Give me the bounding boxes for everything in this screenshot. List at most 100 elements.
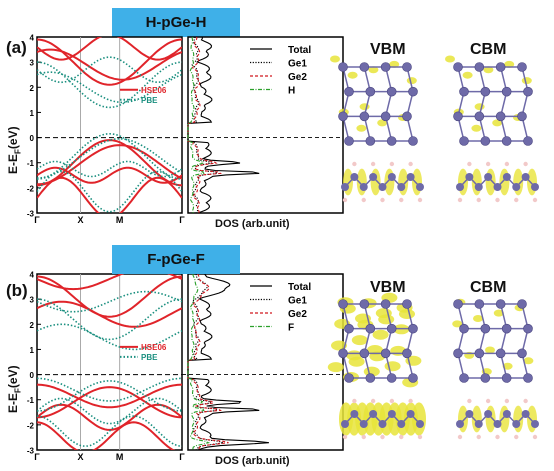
panel-b-vbm-side-view-atom bbox=[369, 410, 378, 418]
panel-b-vbm-label: VBM bbox=[370, 279, 406, 296]
panel-a-cbm-label: CBM bbox=[470, 41, 507, 58]
panel-b-vbm-side-view-atom bbox=[378, 420, 387, 428]
panel-a-vbm-top-view-atom bbox=[338, 62, 348, 72]
panel-a-vbm-top-view-isosurface bbox=[356, 124, 367, 132]
panel-b-cbm-top-view-isosurface bbox=[502, 362, 513, 370]
panel-b-vbm-side-view-atom bbox=[359, 420, 368, 428]
panel-a-dos-legend-label: Ge1 bbox=[288, 59, 307, 70]
panel-b-vbm-side-view-atom bbox=[350, 410, 359, 418]
panel-b-vbm-side-view-terminal-atom bbox=[342, 434, 348, 440]
panel-a-vbm-side-view-terminal-atom bbox=[389, 161, 395, 167]
panel-a-ytick-label: -3 bbox=[27, 210, 35, 219]
panel-a-cbm-top-view-isosurface bbox=[521, 77, 532, 85]
panel-b-ytick-label: -2 bbox=[27, 421, 35, 430]
panel-a-vbm-side-view-terminal-atom bbox=[342, 197, 348, 203]
panel-a-cbm-side-view-terminal-atom bbox=[532, 197, 538, 203]
panel-b-cbm-top-view-atom bbox=[495, 299, 506, 309]
panel-a-cbm-side-view-terminal-atom bbox=[495, 197, 500, 203]
panel-a-hse-band bbox=[37, 139, 182, 187]
panel-b-vbm-top-view-atom bbox=[386, 323, 397, 334]
panel-a-vbm-top-view-isosurface bbox=[377, 119, 388, 127]
panel-a-vbm-top-view-atom bbox=[338, 111, 348, 122]
panel-a-title: H-pGe-H bbox=[112, 8, 240, 37]
panel-b-hse-band bbox=[37, 386, 182, 419]
panel-a-band-legend-label: HSE06 bbox=[141, 86, 167, 95]
panel-a-vbm-side-view-atom bbox=[359, 183, 368, 191]
panel-b-ylabel: E-EF(eV) bbox=[6, 365, 23, 413]
panel-b-cbm-side-view-terminal-atom bbox=[457, 434, 463, 440]
panel-a-kpoint-label: X bbox=[77, 215, 83, 225]
panel-a-cbm-side-view-atom bbox=[502, 173, 511, 181]
panel-a-vbm-side-view-terminal-atom bbox=[352, 161, 357, 167]
panel-a-cbm-top-view-atom bbox=[517, 62, 527, 72]
panel-b-cbm-top-view bbox=[452, 298, 534, 383]
panel-b-vbm-side-view-terminal-atom bbox=[389, 398, 395, 404]
panel-b-cbm-side-view-terminal-atom bbox=[467, 398, 472, 404]
panel-b-hse-band bbox=[37, 275, 182, 318]
panel-a-dos-curve bbox=[187, 36, 222, 213]
panel-b-vbm-side-view-terminal-atom bbox=[399, 434, 404, 440]
panel-a-ytick-label: -1 bbox=[27, 159, 35, 168]
panel-a-vbm-side-view-atom bbox=[341, 183, 349, 191]
panel-a-vbm-side-view-terminal-atom bbox=[399, 197, 404, 203]
panel-b-cbm-top-view-atom bbox=[495, 348, 506, 359]
panel-a-dos-frame bbox=[187, 36, 344, 214]
panel-b-cbm-top-view-isosurface bbox=[493, 309, 504, 317]
panel-b-cbm-top-view-atom bbox=[517, 348, 527, 359]
panel-a-dos-curve bbox=[187, 36, 260, 214]
panel-b-cbm-top-view-atom bbox=[474, 299, 485, 309]
panel-a-cbm-side-view-isosurface bbox=[499, 168, 510, 196]
panel-a-cbm-top-view-isosurface bbox=[445, 55, 455, 63]
panel-a-vbm-side-view-terminal-atom bbox=[417, 197, 423, 203]
panel-b-hse-band bbox=[37, 421, 176, 450]
panel-b-cbm-top-view-atom bbox=[501, 373, 512, 383]
panel-b-vbm-top-view-isosurface bbox=[372, 329, 389, 340]
panel-b-vbm-side-view-terminal-atom bbox=[408, 398, 413, 404]
panel-a-vbm-top-view-isosurface bbox=[389, 60, 400, 68]
panel-b-dos-legend-label: Total bbox=[288, 282, 311, 293]
panel-b-kpoint-label: Γ bbox=[34, 452, 40, 462]
panel-b-cbm-side-view-atom bbox=[493, 420, 502, 428]
panel-b-cbm-top-view-atom bbox=[523, 373, 533, 383]
panel-a-vbm-top-view-atom bbox=[402, 62, 412, 72]
panel-a-ytick-label: -2 bbox=[27, 184, 35, 193]
panel-b-vbm-top-view-isosurface bbox=[348, 356, 365, 367]
panel-b-cbm-top-view-isosurface bbox=[485, 346, 495, 354]
panel-b-vbm-top-view-atom bbox=[365, 373, 376, 383]
panel-b-vbm-side-view-terminal-atom bbox=[417, 434, 423, 440]
panel-a-pbe-band bbox=[37, 71, 182, 104]
panel-a-hse-band bbox=[37, 37, 182, 61]
panel-b-hse-band bbox=[37, 274, 182, 291]
panel-a-vbm-side-view-atom bbox=[369, 173, 378, 181]
panel-a-vbm-top-view-atom bbox=[365, 86, 376, 97]
panel-a-dos-legend-label: H bbox=[288, 86, 295, 97]
panel-a-cbm-top-view-atom bbox=[459, 86, 469, 97]
panel-b-pbe-band bbox=[37, 323, 182, 351]
panel-a-band-legend-label: PBE bbox=[141, 96, 158, 105]
panel-a-vbm-label: VBM bbox=[370, 41, 406, 58]
panel-a-vbm-top-view-atom bbox=[344, 136, 354, 146]
panel-b-dos-curve bbox=[187, 273, 229, 451]
panel-b-hse-band bbox=[37, 403, 182, 431]
panel-a-hse-band bbox=[37, 176, 182, 213]
panel-a-cbm-top-view-atom bbox=[517, 111, 527, 122]
panel-b-vbm-top-view-atom bbox=[408, 323, 418, 334]
panel-a-vbm-side-view-terminal-atom bbox=[370, 161, 376, 167]
panel-a-vbm-side-view-terminal-atom bbox=[408, 161, 413, 167]
panel-b-cbm-top-view-isosurface bbox=[452, 320, 463, 328]
panel-b-vbm-top-view-atom bbox=[402, 348, 412, 359]
panel-a-hse-band bbox=[37, 144, 182, 186]
panel-a-hse-band bbox=[37, 166, 182, 184]
panel-b-vbm-top-view-atom bbox=[365, 323, 376, 334]
panel-b-vbm-top-view-isosurface bbox=[378, 314, 395, 325]
panel-a-vbm-top-view-atom bbox=[344, 86, 354, 97]
panel-a-vbm-top-view-atom bbox=[359, 62, 370, 72]
panel-a-pbe-band bbox=[37, 137, 182, 179]
panel-a-cbm-side-view-terminal-atom bbox=[457, 197, 463, 203]
panel-b-kpoint-label: X bbox=[77, 452, 83, 462]
panel-a-cbm-top-view-atom bbox=[495, 62, 506, 72]
panel-a-vbm-top-view-atom bbox=[365, 136, 376, 146]
panel-a-cbm-top-view-atom bbox=[523, 136, 533, 146]
panel-b-vbm-top-view-atom bbox=[359, 348, 370, 359]
panel-a-bands bbox=[37, 37, 182, 213]
